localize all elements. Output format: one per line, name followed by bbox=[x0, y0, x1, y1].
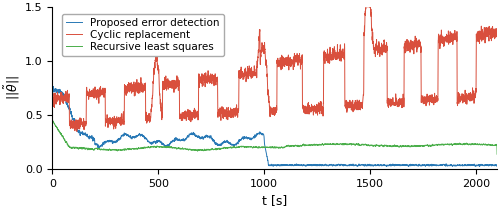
Recursive least squares bbox=[494, 153, 500, 156]
X-axis label: t [s]: t [s] bbox=[262, 194, 287, 207]
Proposed error detection bbox=[50, 85, 56, 88]
Proposed error detection bbox=[450, 164, 456, 167]
Proposed error detection bbox=[336, 163, 342, 165]
Recursive least squares bbox=[240, 145, 246, 147]
Proposed error detection bbox=[97, 145, 103, 148]
Cyclic replacement bbox=[74, 130, 80, 133]
Line: Proposed error detection: Proposed error detection bbox=[52, 86, 497, 167]
Proposed error detection bbox=[240, 136, 246, 139]
Recursive least squares bbox=[392, 144, 398, 147]
Line: Cyclic replacement: Cyclic replacement bbox=[52, 7, 497, 131]
Cyclic replacement bbox=[494, 30, 500, 33]
Proposed error detection bbox=[50, 86, 56, 89]
Cyclic replacement bbox=[450, 39, 456, 41]
Line: Recursive least squares: Recursive least squares bbox=[52, 119, 497, 154]
Legend: Proposed error detection, Cyclic replacement, Recursive least squares: Proposed error detection, Cyclic replace… bbox=[62, 14, 224, 56]
Y-axis label: $||\tilde{\theta}||$: $||\tilde{\theta}||$ bbox=[3, 75, 22, 100]
Cyclic replacement bbox=[336, 53, 342, 56]
Proposed error detection bbox=[222, 141, 228, 143]
Cyclic replacement bbox=[363, 5, 369, 8]
Recursive least squares bbox=[222, 147, 228, 149]
Cyclic replacement bbox=[50, 96, 56, 99]
Recursive least squares bbox=[50, 118, 56, 121]
Recursive least squares bbox=[336, 143, 342, 146]
Proposed error detection bbox=[392, 164, 398, 167]
Proposed error detection bbox=[476, 165, 482, 168]
Cyclic replacement bbox=[97, 92, 103, 95]
Cyclic replacement bbox=[222, 112, 228, 114]
Cyclic replacement bbox=[240, 75, 246, 77]
Recursive least squares bbox=[494, 153, 500, 156]
Proposed error detection bbox=[494, 165, 500, 167]
Recursive least squares bbox=[450, 143, 456, 145]
Recursive least squares bbox=[97, 147, 103, 150]
Cyclic replacement bbox=[392, 104, 398, 106]
